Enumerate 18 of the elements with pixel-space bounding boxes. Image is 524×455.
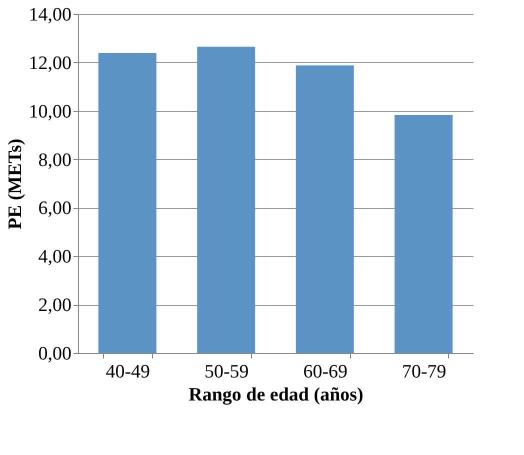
y-tick-label: 8,00 — [38, 150, 72, 171]
bar — [394, 114, 453, 353]
y-axis-title: PE (METs) — [4, 138, 26, 230]
x-tick-label: 70-79 — [402, 362, 446, 382]
y-tick-label: 0,00 — [38, 344, 72, 364]
y-tick-label: 10,00 — [28, 101, 72, 122]
y-tick-label: 12,00 — [28, 52, 72, 74]
x-tick-label: 60-69 — [303, 362, 348, 382]
bar — [197, 46, 256, 353]
y-tick-label: 4,00 — [38, 246, 72, 268]
x-axis-title: Rango de edad (años) — [188, 384, 364, 406]
bar — [296, 65, 354, 353]
x-tick-label: 40-49 — [106, 362, 150, 382]
bar — [98, 52, 156, 353]
y-tick-label: 14,00 — [28, 4, 72, 26]
y-tick-label: 6,00 — [38, 198, 72, 220]
x-tick-label: 50-59 — [204, 362, 249, 382]
y-tick-label: 2,00 — [38, 295, 72, 316]
